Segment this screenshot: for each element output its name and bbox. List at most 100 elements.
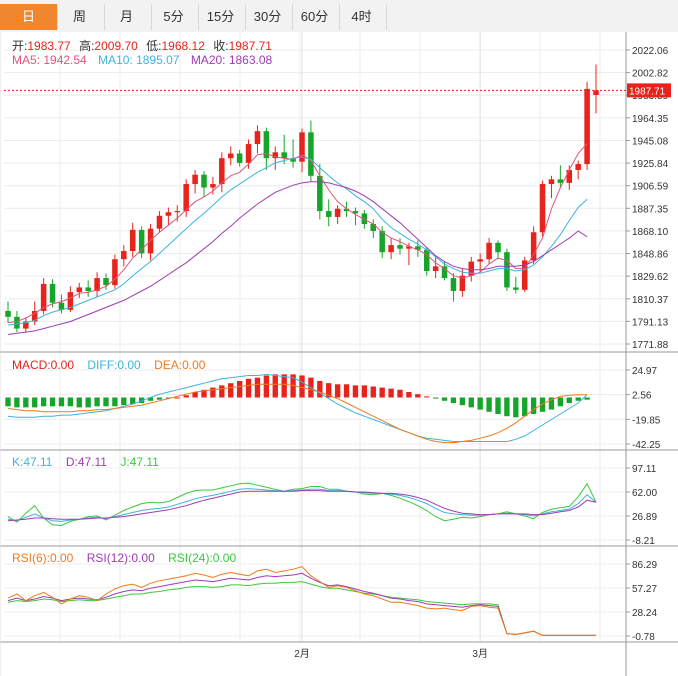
candle-body (49, 283, 56, 303)
tab-4[interactable]: 15分 (196, 4, 246, 30)
macd-bar (432, 397, 439, 399)
y-axis-ticks: 2022.062002.821983.591964.351945.081925.… (626, 46, 671, 643)
candle-body (254, 131, 261, 145)
ma5-legend: MA5: 1942.54 (12, 53, 87, 67)
low-label: 低: (146, 39, 161, 53)
y-tick-label: 1964.35 (632, 114, 669, 125)
candle-body (317, 175, 323, 212)
macd-bar (263, 375, 270, 398)
macd-bar (584, 397, 590, 400)
candle-body (236, 153, 243, 163)
macd-bar (468, 397, 474, 408)
candle-body (121, 251, 127, 260)
macd-tick-label: -42.25 (632, 440, 661, 451)
close-value: 1987.71 (229, 39, 273, 53)
diff-value: DIFF:0.00 (87, 358, 141, 372)
macd-bar (165, 397, 172, 399)
macd-bar (334, 384, 341, 398)
macd-bar (210, 387, 216, 398)
ma5-line (7, 143, 588, 324)
macd-bar (85, 397, 91, 408)
candle-body (183, 184, 189, 212)
rsi-legend: RSI(6):0.00 RSI(12):0.00 RSI(24):0.00 (12, 551, 236, 565)
candle-body (58, 302, 65, 310)
ma-legend: MA5: 1942.54 MA10: 1895.07 MA20: 1863.08 (12, 53, 273, 67)
candle-body (388, 245, 394, 253)
k-value: K:47.11 (12, 455, 53, 469)
d-line (7, 490, 597, 522)
candle-body (85, 287, 91, 291)
candle-body (343, 208, 350, 212)
candle-body (281, 152, 287, 159)
macd-bar (103, 397, 109, 407)
candle-body (513, 287, 519, 290)
rsi-tick-label: 86.29 (632, 560, 657, 571)
y-tick-label: 1925.84 (632, 159, 669, 170)
high-label: 高: (79, 38, 94, 53)
ma20-line (7, 181, 588, 335)
candle-body (566, 169, 573, 183)
candle-body (94, 278, 100, 291)
macd-legend: MACD:0.00 DIFF:0.00 DEA:0.00 (12, 358, 206, 372)
candle-body (432, 266, 439, 271)
tab-5[interactable]: 30分 (243, 4, 293, 30)
y-tick-label: 1771.88 (632, 340, 669, 351)
candle-body (219, 158, 225, 185)
close-label: 收: (213, 39, 228, 53)
diff-line (7, 373, 588, 442)
tab-3[interactable]: 5分 (149, 4, 199, 30)
candle-body (210, 184, 216, 188)
candle-body (575, 164, 581, 170)
candle-body (138, 229, 145, 254)
candle-body (521, 260, 528, 290)
y-tick-label: 1906.59 (632, 182, 669, 193)
candle-body (450, 278, 457, 291)
candle-body (477, 259, 483, 262)
candle-body (156, 215, 163, 229)
tab-2[interactable]: 月 (102, 4, 152, 30)
candle-body (290, 158, 296, 162)
macd-value: MACD:0.00 (12, 358, 74, 372)
candle-body (593, 90, 599, 95)
macd-bar (156, 397, 163, 400)
dea-line (7, 383, 588, 444)
tab-1[interactable]: 周 (55, 4, 105, 30)
macd-bar (228, 383, 234, 398)
macd-bar (530, 397, 537, 415)
candle-body (308, 132, 314, 176)
macd-bar (299, 375, 305, 398)
ma20-legend: MA20: 1863.08 (191, 53, 273, 67)
macd-bar (201, 389, 207, 398)
macd-bar (76, 397, 82, 408)
macd-bar (67, 397, 74, 407)
macd-bar (548, 397, 555, 410)
y-tick-label: 1848.86 (632, 250, 669, 261)
candle-body (103, 278, 109, 286)
candle-body (406, 246, 412, 249)
candle-body (174, 211, 181, 213)
indicator-lines (4, 89, 626, 636)
macd-bar (219, 385, 225, 398)
candle-body (112, 259, 118, 286)
macd-tick-label: 24.97 (632, 366, 657, 377)
macd-bar (58, 397, 65, 407)
macd-tick-label: -19.85 (632, 415, 661, 426)
macd-bar (121, 397, 127, 406)
macd-bar (522, 397, 528, 417)
tab-0[interactable]: 日 (0, 4, 58, 30)
candle-body (441, 266, 448, 279)
tab-7[interactable]: 4时 (337, 4, 387, 30)
kdj-tick-label: 26.89 (632, 512, 657, 523)
y-tick-label: 1829.62 (632, 272, 669, 283)
rsi-tick-label: 28.24 (632, 608, 657, 619)
macd-bar (40, 397, 47, 407)
candle-body (486, 242, 492, 260)
candle-body (530, 232, 537, 261)
candle-body (227, 153, 234, 159)
macd-bar (575, 397, 581, 401)
candle-body (423, 249, 430, 271)
tab-6[interactable]: 60分 (290, 4, 340, 30)
macd-bar (415, 394, 421, 398)
rsi-tick-label: -0.78 (632, 632, 655, 643)
x-tick-label: 2月 (294, 648, 310, 660)
